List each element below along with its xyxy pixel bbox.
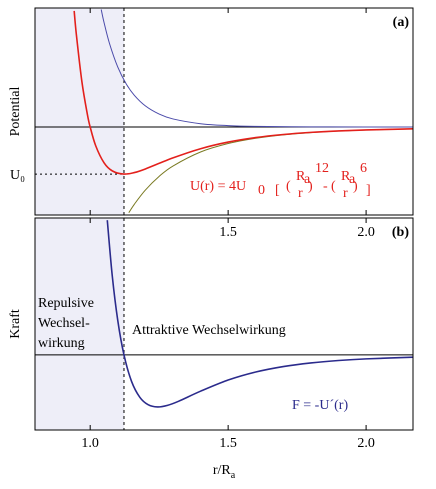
formula-part: (: [286, 179, 291, 194]
formula-part: 6: [360, 161, 367, 176]
attractive-label: Attraktive Wechselwirkung: [132, 323, 286, 338]
x-tick-label: 1.5: [219, 225, 237, 240]
formula-part: 0: [258, 183, 265, 198]
panel-frame: [34, 7, 414, 216]
formula-part: R: [341, 169, 351, 184]
repulsive-region: [35, 8, 124, 215]
formula-part: ): [353, 179, 358, 194]
x-axis-label-main: r/R: [213, 463, 232, 478]
repulsive-region: [35, 218, 124, 430]
formula-part: ]: [366, 183, 371, 198]
repulsive-label: Repulsive: [38, 296, 94, 311]
formula-part: ): [308, 179, 313, 194]
y-tick-label: U₀: [10, 168, 25, 183]
repulsive-label: wirkung: [38, 336, 85, 351]
formula-part: R: [296, 169, 306, 184]
panel-label: (a): [393, 15, 410, 30]
curve: [106, 220, 413, 408]
x-tick-label: 2.0: [357, 436, 375, 451]
x-tick-label: 1.0: [81, 436, 99, 451]
y-axis-label: Potential: [8, 87, 23, 137]
y-axis-label: Kraft: [8, 309, 23, 339]
formula-part: -: [323, 179, 328, 194]
formula-part: (: [331, 179, 336, 194]
formula-part: U(r) = 4U: [190, 179, 246, 194]
formula-part: [: [275, 183, 280, 198]
formula-part: 12: [315, 161, 329, 176]
curve: [100, 9, 413, 128]
x-tick-label: 2.0: [357, 225, 375, 240]
curve: [73, 10, 413, 175]
x-tick-label: 1.5: [219, 436, 237, 451]
formula-part: r: [343, 186, 348, 201]
formula-part: a: [304, 172, 311, 187]
formula-part: r: [298, 186, 303, 201]
x-axis-label: r/Ra: [213, 463, 236, 481]
x-axis-label-sub: a: [231, 470, 236, 481]
force-label: F = -U´(r): [292, 398, 348, 413]
formula-part: a: [349, 172, 356, 187]
repulsive-label: Wechsel-: [38, 316, 90, 331]
curve: [128, 128, 413, 214]
panel-frame: [34, 217, 414, 431]
panel-label: (b): [392, 225, 409, 240]
